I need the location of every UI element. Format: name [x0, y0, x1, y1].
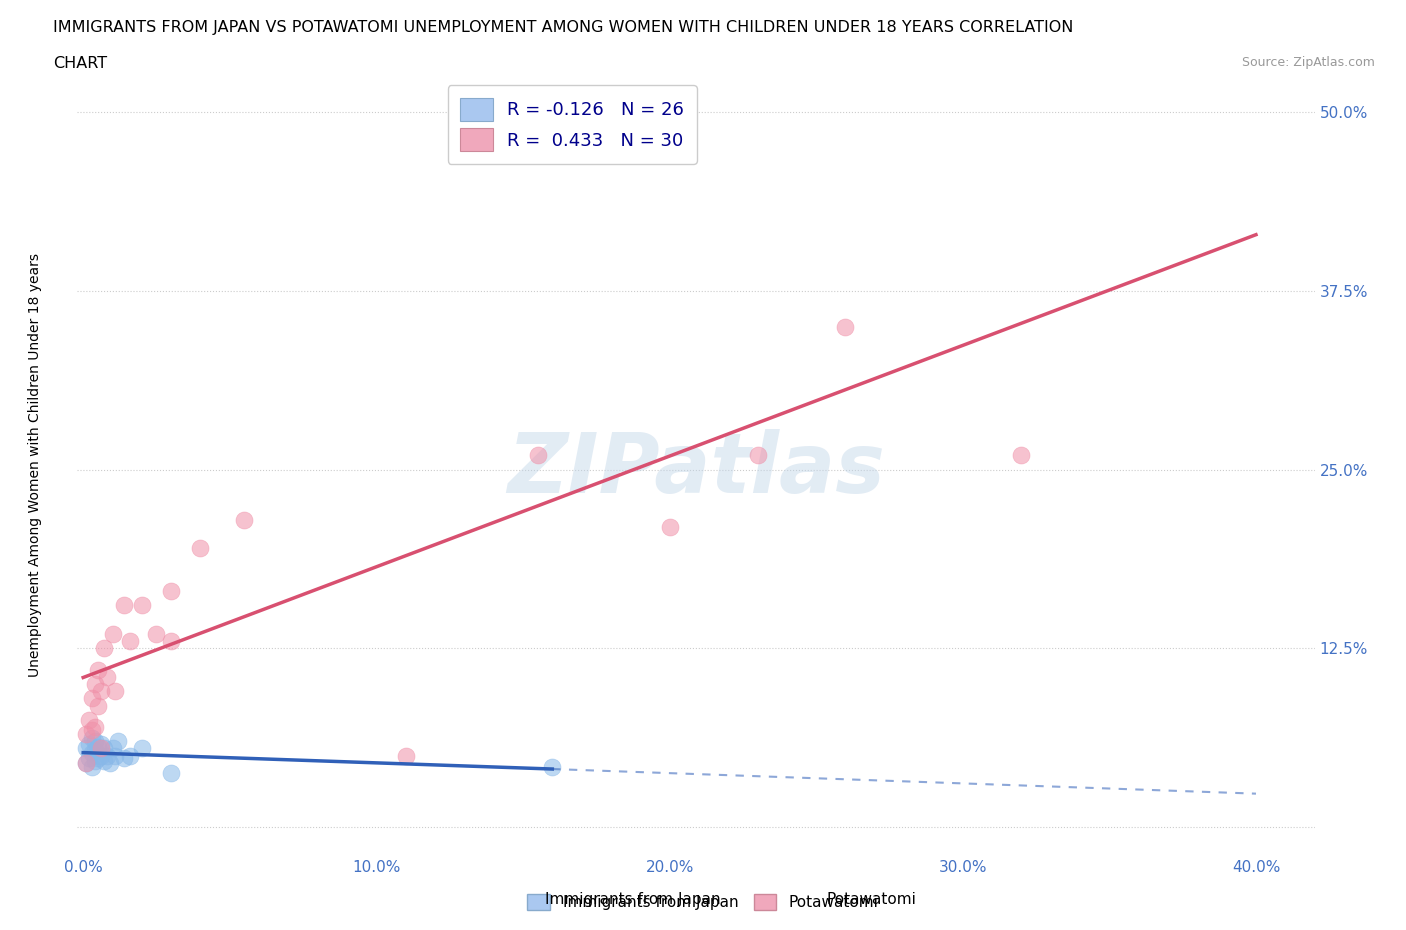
Point	[541, 760, 564, 775]
Point	[834, 319, 856, 334]
Point	[80, 731, 103, 746]
Point	[747, 448, 769, 463]
Point	[453, 140, 475, 155]
Text: Source: ZipAtlas.com: Source: ZipAtlas.com	[1241, 56, 1375, 69]
Point	[131, 598, 153, 613]
Point	[160, 765, 183, 780]
Point	[112, 598, 135, 613]
Point	[107, 734, 129, 749]
Point	[80, 760, 103, 775]
Text: Unemployment Among Women with Children Under 18 years: Unemployment Among Women with Children U…	[28, 253, 42, 677]
Point	[93, 641, 115, 656]
Point	[120, 748, 142, 763]
Point	[658, 519, 681, 534]
Point	[75, 726, 97, 741]
Point	[75, 755, 97, 770]
Point	[145, 627, 167, 642]
Point	[87, 662, 110, 677]
Point	[96, 670, 118, 684]
Point	[526, 448, 548, 463]
Point	[84, 734, 107, 749]
Point	[120, 633, 142, 648]
Point	[84, 742, 107, 757]
Point	[395, 748, 418, 763]
Text: CHART: CHART	[53, 56, 107, 71]
Point	[75, 741, 97, 756]
Point	[190, 541, 212, 556]
Point	[104, 684, 127, 698]
Point	[77, 737, 100, 751]
Point	[87, 739, 110, 754]
Point	[104, 748, 127, 763]
Point	[98, 755, 121, 770]
Point	[90, 741, 112, 756]
Point	[75, 755, 97, 770]
Point	[84, 720, 107, 735]
Point	[80, 691, 103, 706]
Point	[80, 723, 103, 737]
Point	[84, 754, 107, 769]
Point	[160, 633, 183, 648]
Point	[80, 745, 103, 760]
Point	[90, 748, 112, 763]
Point	[160, 584, 183, 599]
Point	[233, 512, 256, 527]
Point	[87, 751, 110, 765]
Legend: R = -0.126   N = 26, R =  0.433   N = 30: R = -0.126 N = 26, R = 0.433 N = 30	[447, 85, 697, 164]
Text: IMMIGRANTS FROM JAPAN VS POTAWATOMI UNEMPLOYMENT AMONG WOMEN WITH CHILDREN UNDER: IMMIGRANTS FROM JAPAN VS POTAWATOMI UNEM…	[53, 20, 1074, 35]
Text: Immigrants from Japan: Immigrants from Japan	[546, 892, 720, 907]
Point	[77, 712, 100, 727]
Point	[112, 751, 135, 765]
Point	[101, 741, 124, 756]
Text: ZIPatlas: ZIPatlas	[508, 429, 884, 511]
Legend: Immigrants from Japan, Potawatomi: Immigrants from Japan, Potawatomi	[520, 886, 886, 918]
Point	[1010, 448, 1032, 463]
Point	[90, 737, 112, 751]
Point	[96, 748, 118, 763]
Point	[101, 627, 124, 642]
Text: Potawatomi: Potawatomi	[827, 892, 917, 907]
Point	[90, 684, 112, 698]
Point	[93, 754, 115, 769]
Point	[77, 751, 100, 765]
Point	[93, 741, 115, 756]
Point	[87, 698, 110, 713]
Point	[131, 741, 153, 756]
Point	[84, 677, 107, 692]
